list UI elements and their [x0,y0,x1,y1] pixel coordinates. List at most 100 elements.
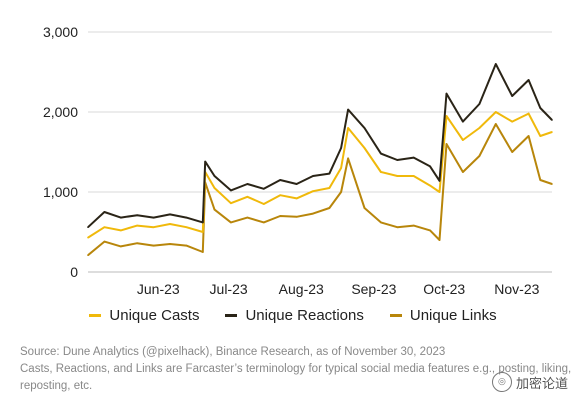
data-point-unique-casts-2 [120,229,122,232]
legend-item-casts: Unique Casts [89,307,199,324]
data-point-unique-links-1 [103,240,106,243]
data-point-unique-links-13 [279,215,282,217]
data-point-unique-links-28 [495,123,497,125]
watermark-text: 加密论道 [515,376,568,392]
data-point-unique-reactions-16 [328,172,331,175]
watermark: ◎ 加密论道 [491,372,568,392]
data-point-unique-reactions-5 [169,213,171,216]
data-point-unique-casts-17 [340,167,342,169]
x-tick-label: Aug-23 [279,281,324,297]
data-point-unique-casts-23 [429,184,431,187]
data-point-unique-reactions-20 [380,152,382,155]
line-chart: 0 1,000 2,000 3,000 Jun-23 Jul-23 Aug-23 Sep-2… [43,24,553,297]
data-point-unique-casts-12 [263,203,265,205]
series-line-unique-reactions [87,63,553,228]
y-tick-label: 3,000 [43,24,78,40]
data-point-unique-reactions-12 [263,188,265,190]
data-point-unique-casts-20 [380,171,382,173]
data-point-unique-casts-19 [363,147,366,149]
data-point-unique-links-9 [213,208,216,211]
legend-swatch-casts [89,314,102,317]
data-point-unique-casts-4 [152,226,155,228]
data-point-unique-reactions-31 [539,107,542,109]
data-point-unique-reactions-24 [438,180,441,182]
data-point-unique-reactions-22 [412,156,415,159]
data-point-unique-reactions-32 [551,119,553,121]
data-point-unique-reactions-25 [445,92,448,95]
data-point-unique-reactions-19 [363,127,366,129]
data-point-unique-casts-11 [246,196,249,198]
x-tick-label: Sep-23 [351,281,396,297]
data-point-unique-links-24 [438,239,441,241]
data-point-unique-links-12 [263,221,265,224]
legend: Unique Casts Unique Reactions Unique Lin… [0,307,586,324]
x-tick-label: Nov-23 [494,281,539,297]
data-point-unique-casts-15 [312,190,314,192]
data-point-unique-links-16 [328,207,331,209]
legend-label-reactions: Unique Reactions [245,307,364,324]
data-point-unique-casts-24 [438,191,441,193]
data-point-unique-reactions-9 [213,175,216,177]
data-point-unique-links-3 [136,242,138,244]
data-point-unique-links-27 [478,155,481,157]
data-point-unique-casts-28 [495,111,497,113]
data-point-unique-reactions-15 [312,175,314,177]
x-tick-label: Jul-23 [210,281,248,297]
data-point-unique-casts-7 [202,231,204,233]
data-point-unique-links-6 [185,244,188,247]
data-point-unique-reactions-0 [87,226,89,228]
data-point-unique-reactions-21 [396,159,399,161]
data-point-unique-links-21 [396,226,399,228]
data-point-unique-reactions-10 [230,189,232,192]
data-point-unique-casts-9 [213,187,216,189]
y-tick-label: 1,000 [43,184,78,200]
data-point-unique-casts-16 [328,187,331,189]
terminology-note-line2: reposting, etc. [20,380,93,392]
wechat-icon: ◎ [491,372,512,392]
data-point-unique-links-0 [87,254,89,256]
data-point-unique-reactions-27 [478,103,481,105]
series-lines [87,63,553,256]
legend-swatch-links [389,314,402,317]
x-axis-ticks: Jun-23 Jul-23 Aug-23 Sep-23 Oct-23 Nov-23 [137,281,540,297]
data-point-unique-reactions-23 [429,165,431,168]
legend-label-links: Unique Links [409,307,497,324]
data-point-unique-links-2 [120,245,122,248]
data-point-unique-casts-21 [396,175,399,177]
data-point-unique-casts-3 [136,224,138,227]
data-point-unique-reactions-4 [152,216,155,219]
data-point-unique-reactions-7 [202,221,204,224]
data-point-unique-casts-22 [412,175,415,177]
data-point-unique-reactions-3 [136,214,138,216]
source-note: Source: Dune Analytics (@pixelhack), Bin… [20,346,446,358]
data-point-unique-reactions-11 [246,183,249,185]
data-point-unique-reactions-2 [120,216,122,219]
y-axis-ticks: 0 1,000 2,000 3,000 [43,24,78,280]
y-tick-label: 2,000 [43,104,78,120]
data-point-unique-casts-26 [462,139,464,141]
data-point-unique-reactions-17 [340,147,342,149]
data-point-unique-links-7 [202,251,204,253]
data-point-unique-reactions-8 [204,160,206,163]
data-point-unique-links-30 [527,135,530,137]
terminology-note-line1: Casts, Reactions, and Links are Farcaste… [20,363,572,375]
gridlines [88,31,552,273]
data-point-unique-links-5 [169,243,171,245]
data-point-unique-links-4 [152,244,155,247]
x-tick-label: Oct-23 [423,281,465,297]
data-point-unique-casts-10 [230,202,232,204]
data-point-unique-links-10 [230,221,232,224]
data-point-unique-links-32 [551,183,553,185]
legend-label-casts: Unique Casts [109,307,200,324]
data-point-unique-casts-27 [478,127,481,129]
data-point-unique-links-14 [295,216,298,218]
data-point-unique-reactions-30 [527,79,530,81]
data-point-unique-casts-6 [185,226,188,228]
data-point-unique-links-29 [511,151,513,153]
data-point-unique-casts-25 [445,115,448,117]
data-point-unique-casts-13 [279,194,282,196]
data-point-unique-links-11 [246,216,249,219]
data-point-unique-casts-1 [103,226,106,228]
data-point-unique-links-20 [380,221,382,224]
legend-item-reactions: Unique Reactions [225,307,364,324]
